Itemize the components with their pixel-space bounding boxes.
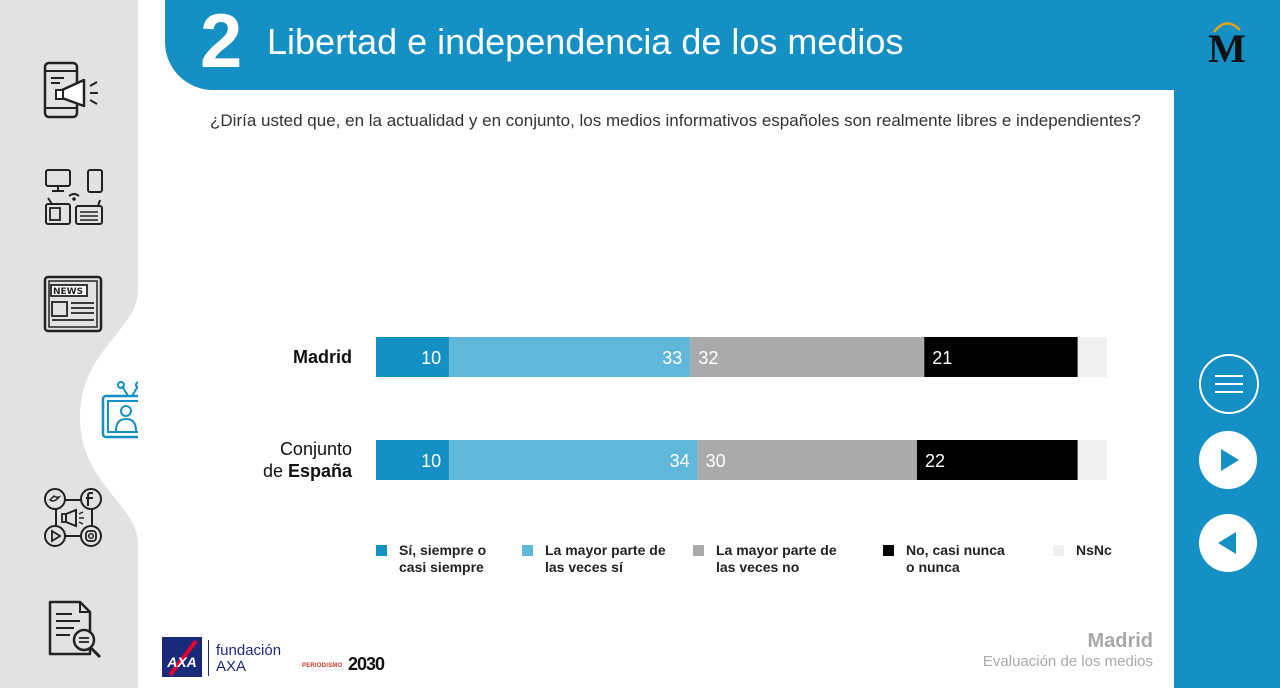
bar-segment (449, 337, 691, 377)
legend-label: NsNc (1076, 542, 1226, 559)
category-label-part: Madrid (293, 347, 352, 367)
legend-swatch (522, 545, 533, 556)
nav-mobile-megaphone[interactable] (40, 58, 104, 122)
tv-presenter-icon (101, 381, 138, 439)
legend-label: La mayor parte de las veces sí (545, 542, 695, 576)
nav-devices-network[interactable] (42, 166, 106, 230)
hamburger-icon-bar (1215, 391, 1243, 393)
legend-label-line: Sí, siempre o (399, 542, 487, 558)
newspaper-logo: M (1208, 22, 1246, 64)
nav-social-media[interactable] (42, 486, 106, 550)
hamburger-icon-bar (1215, 375, 1243, 377)
bar-segment (924, 337, 1078, 377)
document-search-icon (48, 600, 102, 659)
footer-section-name: Evaluación de los medios (982, 653, 1153, 670)
devices-network-icon (45, 169, 103, 225)
legend-label: No, casi nunca o nunca (906, 542, 1056, 576)
legend-label-line: o nunca (906, 559, 960, 575)
data-label: 30 (706, 451, 726, 471)
data-label: 33 (662, 348, 682, 368)
svg-text:NEWS: NEWS (53, 287, 83, 297)
social-media-icon (44, 488, 102, 547)
legend-label-line: las veces sí (545, 559, 623, 575)
category-label-part: Conjunto (280, 439, 352, 459)
data-label: 21 (932, 348, 952, 368)
category-label: Madrid (293, 347, 352, 367)
legend-swatch (1053, 545, 1064, 556)
bar-segment (916, 440, 1078, 480)
data-label: 22 (925, 451, 945, 471)
data-label: 10 (421, 348, 441, 368)
data-label: 10 (421, 451, 441, 471)
nav-document-search[interactable] (44, 598, 108, 662)
footer-divider (208, 640, 209, 676)
fundacion-line1: fundación (216, 642, 282, 659)
bar-segment (376, 440, 450, 480)
play-right-icon (1221, 449, 1239, 471)
logo-letter: M (1208, 26, 1246, 64)
periodismo-label: PERIODISMO (302, 663, 343, 669)
bar-segment (376, 337, 450, 377)
legend-label: La mayor parte de las veces no (716, 542, 866, 576)
legend-label-line: casi siempre (399, 559, 484, 575)
legend-swatch (693, 545, 704, 556)
axa-logo-text: AXA (166, 654, 197, 670)
periodismo-year: 2030 (348, 654, 385, 674)
legend-label: Sí, siempre o casi siempre (399, 542, 549, 576)
left-sidebar: NEWS (0, 0, 138, 688)
bar-segment (690, 337, 925, 377)
menu-button[interactable] (1199, 354, 1259, 414)
previous-button[interactable] (1199, 514, 1257, 572)
section-number: 2 (200, 0, 243, 84)
next-button[interactable] (1199, 431, 1257, 489)
category-label: Conjunto de España (263, 439, 353, 481)
category-label-part: de (263, 461, 288, 481)
right-sidebar (1174, 0, 1280, 688)
nav-tv-presenter[interactable] (100, 380, 138, 444)
legend-label-line: NsNc (1076, 542, 1112, 558)
bar-segment (1077, 337, 1107, 377)
bar-segment (449, 440, 698, 480)
legend-swatch (883, 545, 894, 556)
legend-label-line: No, casi nunca (906, 542, 1005, 558)
legend-label-line: las veces no (716, 559, 800, 575)
survey-question: ¿Diría usted que, en la actualidad y en … (210, 111, 1141, 130)
legend-label-line: La mayor parte de (545, 542, 666, 558)
axa-logo: AXA (162, 637, 202, 677)
data-label: 32 (698, 348, 718, 368)
newspaper-icon: NEWS (43, 275, 103, 333)
chart-legend: Sí, siempre o casi siempre La mayor parte … (376, 542, 1136, 584)
legend-swatch (376, 545, 387, 556)
legend-label-line: La mayor parte de (716, 542, 837, 558)
data-label: 34 (670, 451, 690, 471)
fundacion-axa-text: fundación AXA (216, 643, 281, 675)
fundacion-line2: AXA (216, 658, 247, 675)
bar-segment (1077, 440, 1107, 480)
header-band (165, 0, 1205, 90)
mobile-megaphone-icon (43, 61, 98, 119)
play-left-icon (1218, 532, 1236, 554)
bar-segment (697, 440, 917, 480)
page-title: Libertad e independencia de los medios (267, 21, 904, 62)
hamburger-icon-bar (1215, 383, 1243, 385)
category-label-part: España (288, 461, 353, 481)
nav-newspaper[interactable]: NEWS (42, 272, 106, 336)
footer-region: Madrid (1087, 630, 1153, 652)
